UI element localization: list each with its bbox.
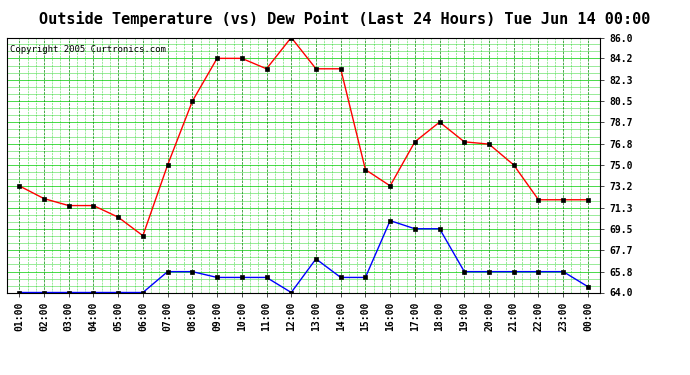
Text: Outside Temperature (vs) Dew Point (Last 24 Hours) Tue Jun 14 00:00: Outside Temperature (vs) Dew Point (Last… bbox=[39, 11, 651, 27]
Text: Copyright 2005 Curtronics.com: Copyright 2005 Curtronics.com bbox=[10, 45, 166, 54]
